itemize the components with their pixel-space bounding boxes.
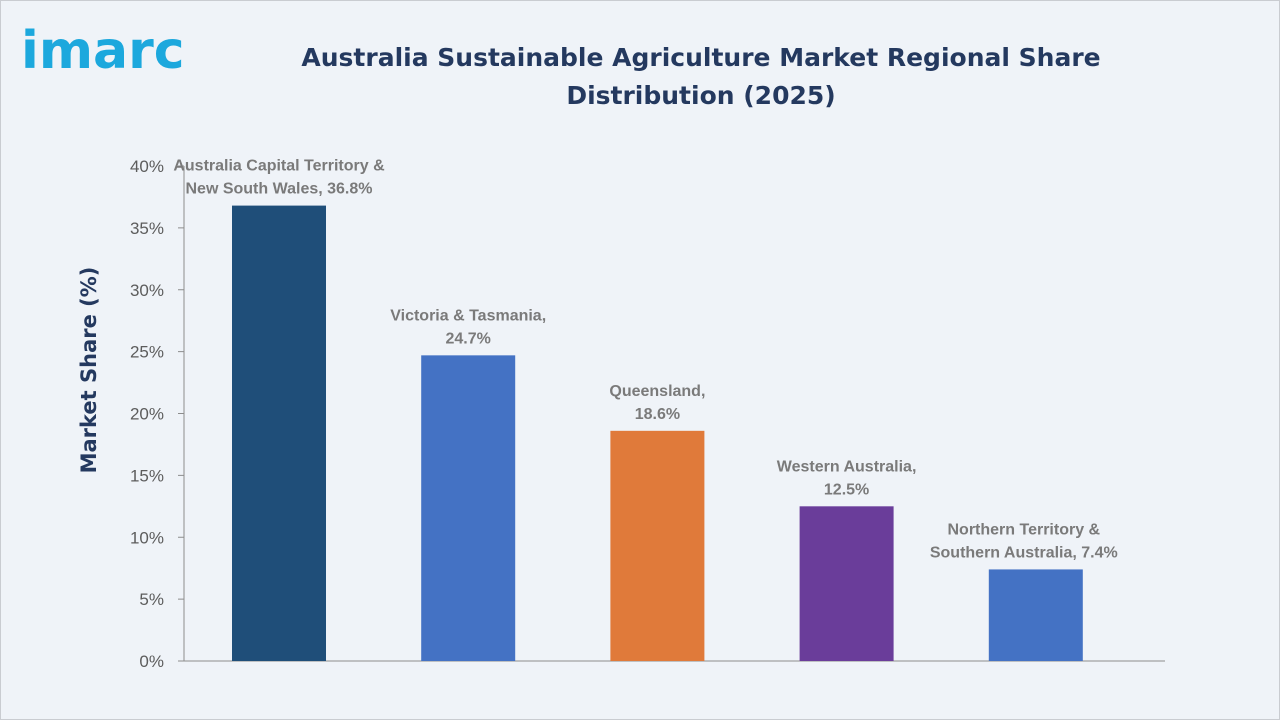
bar-data-label: Southern Australia, 7.4% xyxy=(930,544,1118,561)
bar-data-label: Queensland, xyxy=(609,383,705,400)
y-tick-label: 35% xyxy=(130,219,164,238)
y-tick-label: 25% xyxy=(130,343,164,362)
y-tick-label: 10% xyxy=(130,528,164,547)
y-tick-label: 20% xyxy=(130,405,164,424)
chart-title-line-1: Australia Sustainable Agriculture Market… xyxy=(301,43,1101,72)
data-labels-group: Australia Capital Territory & New South W… xyxy=(173,158,1117,562)
bar xyxy=(232,205,326,661)
bar-data-label: Western Australia, xyxy=(777,458,917,475)
bar-data-label: Australia Capital Territory & xyxy=(173,158,385,175)
bar-data-label: 12.5% xyxy=(824,481,869,498)
chart-title-line-2: Distribution (2025) xyxy=(566,81,836,110)
y-tick-label: 30% xyxy=(130,281,164,300)
chart-title: Australia Sustainable Agriculture Market… xyxy=(261,39,1141,115)
bars-group xyxy=(232,205,1083,661)
bar xyxy=(421,355,516,661)
bar-data-label: Northern Territory & xyxy=(947,521,1100,538)
y-tick-label: 15% xyxy=(130,466,164,485)
bar-data-label: New South Wales, 36.8% xyxy=(185,181,372,198)
bar xyxy=(799,506,894,661)
bar xyxy=(988,569,1083,661)
bar-data-label: 24.7% xyxy=(446,330,491,347)
imarc-logo: imarc xyxy=(21,21,185,81)
bar-data-label: Victoria & Tasmania, xyxy=(390,307,546,324)
y-axis-label: Market Share (%) xyxy=(77,267,101,474)
axes-group: 0% 5% 10% 15% 20% 25% 30% 35% 40% xyxy=(130,157,1165,671)
y-tick-label: 0% xyxy=(139,652,164,671)
y-tick-label: 5% xyxy=(139,590,164,609)
y-tick-label: 40% xyxy=(130,157,164,176)
bar xyxy=(610,430,705,661)
bar-data-label: 18.6% xyxy=(635,406,680,423)
